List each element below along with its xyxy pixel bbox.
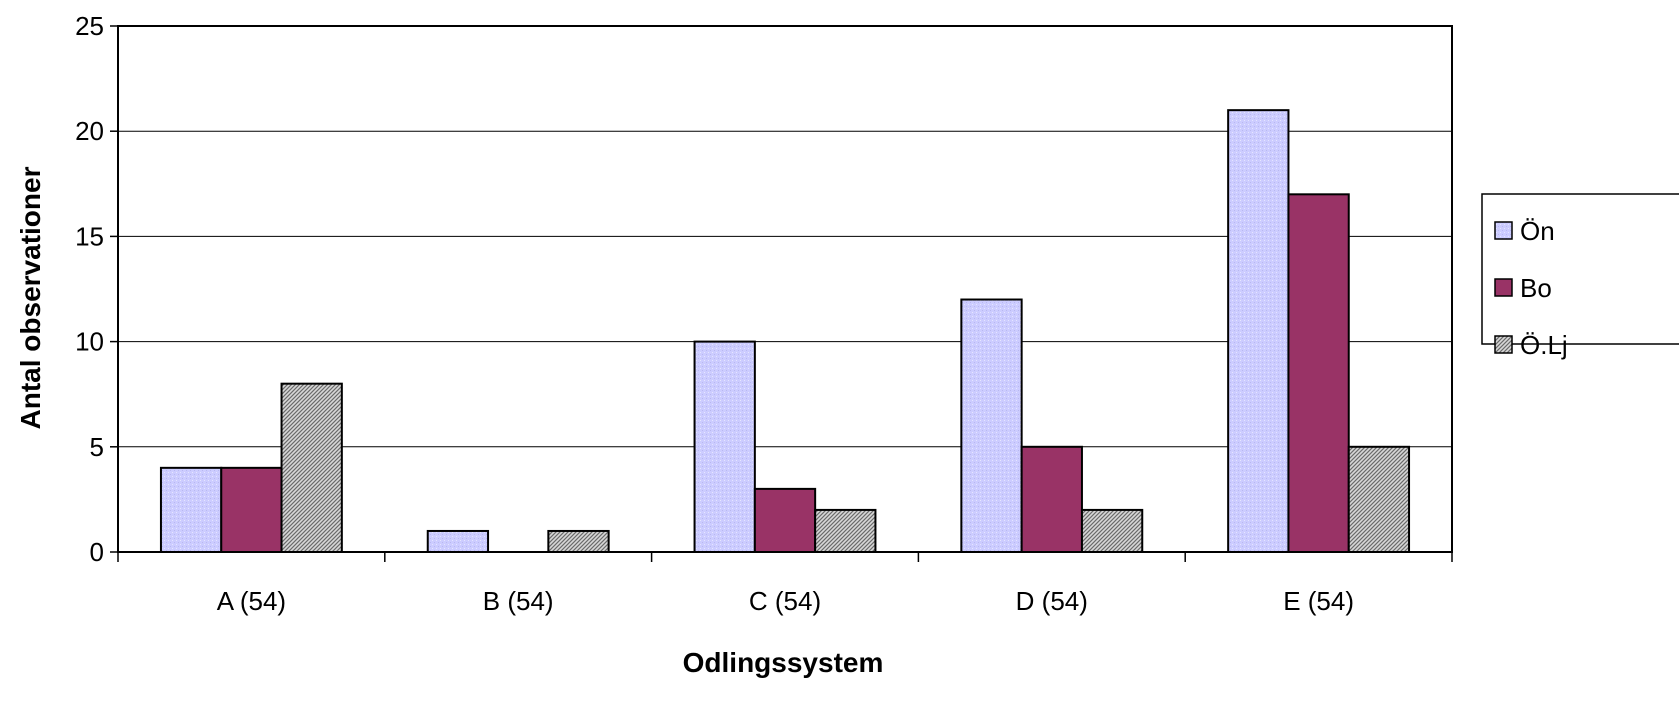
bar-Ön-E (54) [1227,109,1290,553]
bar-Bo-D (54) [1020,445,1083,553]
x-tick-label: E (54) [1283,586,1354,616]
bar-Ö.Lj-B (54) [547,529,610,554]
bar-Ö.Lj-A (54) [280,382,343,553]
y-axis-title: Antal observationer [15,166,46,429]
y-tick-label: 5 [90,432,104,462]
bar-Ö.Lj-C (54) [814,508,877,554]
y-tick-label: 20 [75,116,104,146]
bar-Ö.Lj-E (54) [1347,445,1411,553]
y-tick-label: 10 [75,327,104,357]
legend-label: Ö.Lj [1520,330,1568,360]
x-tick-label: C (54) [749,586,821,616]
y-tick-label: 15 [75,221,104,251]
y-tick-label: 0 [90,537,104,567]
bar-Bo-C (54) [753,487,817,554]
x-tick-label: B (54) [483,586,554,616]
legend-swatch [1494,335,1513,354]
bar-Ön-D (54) [960,298,1023,553]
x-tick-label: A (54) [217,586,286,616]
bars [159,109,1411,554]
bar-Bo-A (54) [220,466,283,553]
legend-label: Bo [1520,273,1552,303]
bar-Bo-E (54) [1287,193,1350,553]
legend-frame [1481,193,1679,345]
y-tick-label: 25 [75,11,104,41]
bar-Ön-A (54) [159,466,223,553]
legend: Ön Bo Ö.Lj [1481,193,1679,360]
x-axis-title: Odlingssystem [683,647,884,678]
legend-swatch [1494,221,1513,240]
legend-swatch [1494,278,1513,297]
legend-label: Ön [1520,216,1555,246]
bar-Ön-B (54) [426,529,490,554]
x-axis-ticks: A (54) B (54) C (54) D (54) E (54) [117,552,1453,616]
bar-Ön-C (54) [693,340,756,553]
bar-Ö.Lj-D (54) [1080,508,1144,554]
y-axis-ticks: 0 5 10 15 20 25 [75,11,118,567]
x-tick-label: D (54) [1016,586,1088,616]
